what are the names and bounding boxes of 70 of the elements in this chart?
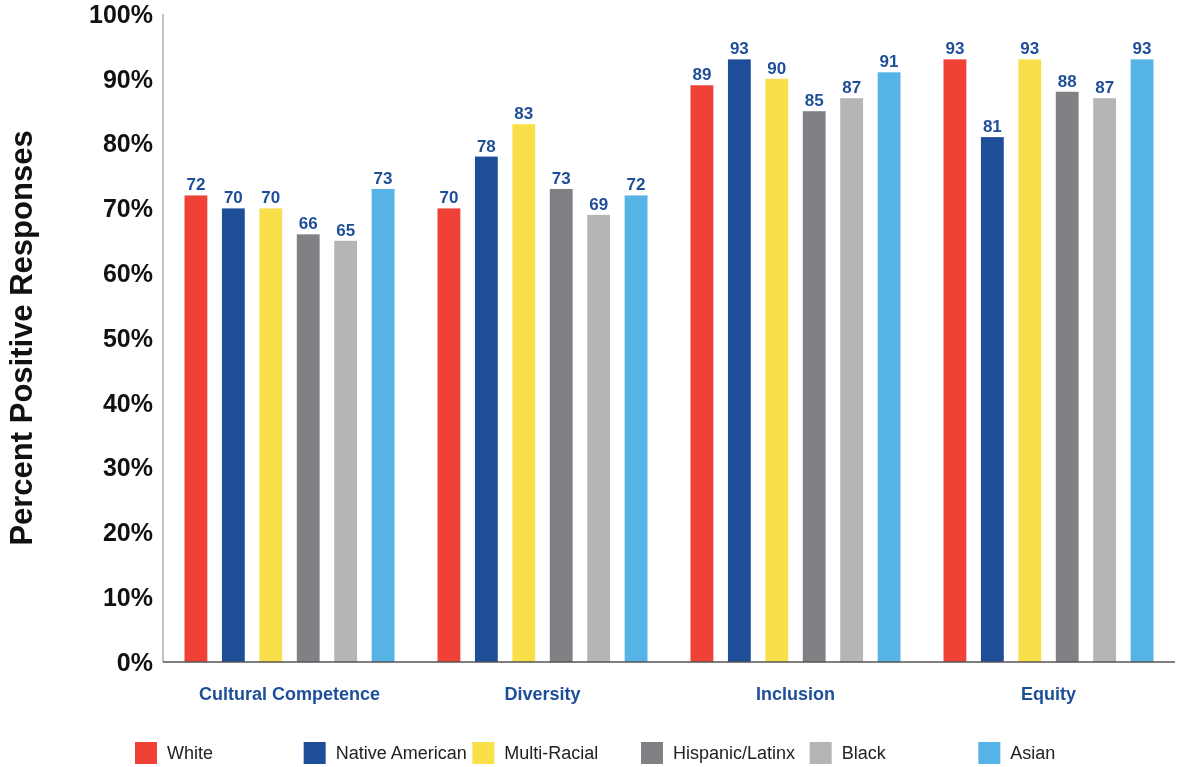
x-tick-label: Inclusion bbox=[755, 684, 836, 704]
bar bbox=[765, 78, 789, 662]
legend-label: Hispanic/Latinx bbox=[673, 743, 796, 764]
y-tick-label: 90% bbox=[102, 64, 153, 93]
bar bbox=[624, 195, 648, 662]
x-tick-label: Cultural Competence bbox=[198, 684, 381, 704]
y-tick-label: 70% bbox=[102, 194, 153, 223]
legend-label: Native American bbox=[335, 743, 467, 764]
data-label: 91 bbox=[879, 52, 899, 72]
data-label: 72 bbox=[626, 175, 646, 195]
bar bbox=[840, 98, 864, 662]
x-tick-label: Diversity bbox=[504, 684, 581, 704]
bar bbox=[184, 195, 208, 662]
data-label: 87 bbox=[1095, 78, 1115, 98]
bar bbox=[334, 240, 358, 662]
y-tick-label: 0% bbox=[116, 647, 153, 676]
y-axis-title: Percent Positive Responses bbox=[4, 130, 39, 546]
bar bbox=[1130, 59, 1154, 662]
y-tick-label: 80% bbox=[102, 129, 153, 158]
data-label: 78 bbox=[476, 136, 496, 156]
bar bbox=[1055, 91, 1079, 662]
data-label: 72 bbox=[186, 175, 206, 195]
data-label: 85 bbox=[804, 91, 824, 111]
bar bbox=[437, 208, 461, 662]
bar bbox=[1093, 98, 1117, 662]
data-label: 73 bbox=[551, 168, 571, 188]
y-tick-label: 100% bbox=[89, 0, 153, 28]
bar bbox=[587, 214, 611, 662]
data-label: 90 bbox=[767, 58, 787, 78]
data-label: 88 bbox=[1057, 71, 1077, 91]
bar bbox=[690, 85, 714, 662]
data-label: 70 bbox=[439, 188, 459, 208]
legend-label: White bbox=[167, 743, 214, 764]
y-tick-label: 10% bbox=[102, 582, 153, 611]
bar bbox=[1018, 59, 1042, 662]
bar bbox=[259, 208, 283, 662]
data-label: 93 bbox=[729, 39, 749, 59]
data-label: 65 bbox=[336, 220, 356, 240]
bar bbox=[371, 188, 395, 662]
y-tick-label: 60% bbox=[102, 258, 153, 287]
data-label: 66 bbox=[298, 214, 318, 234]
data-label: 89 bbox=[692, 65, 712, 85]
bar bbox=[802, 111, 826, 662]
data-label: 81 bbox=[982, 117, 1002, 137]
bar bbox=[727, 59, 751, 662]
legend-label: Black bbox=[841, 743, 887, 764]
y-tick-label: 40% bbox=[102, 388, 153, 417]
bar bbox=[549, 188, 573, 662]
y-tick-label: 20% bbox=[102, 518, 153, 547]
data-label: 83 bbox=[514, 104, 534, 124]
bar bbox=[474, 156, 498, 662]
data-label: 93 bbox=[1020, 39, 1040, 59]
data-label: 93 bbox=[945, 39, 965, 59]
data-label: 73 bbox=[373, 168, 393, 188]
y-tick-label: 50% bbox=[102, 323, 153, 352]
legend-label: Asian bbox=[1010, 743, 1056, 764]
data-label: 70 bbox=[223, 188, 243, 208]
data-label: 69 bbox=[589, 194, 609, 214]
bar bbox=[980, 137, 1004, 662]
bar bbox=[877, 72, 901, 662]
data-label: 70 bbox=[261, 188, 281, 208]
legend-label: Multi-Racial bbox=[504, 743, 599, 764]
bar bbox=[296, 234, 320, 662]
bar bbox=[221, 208, 245, 662]
x-tick-label: Equity bbox=[1020, 684, 1077, 704]
data-label: 93 bbox=[1132, 39, 1152, 59]
y-tick-label: 30% bbox=[102, 453, 153, 482]
bar bbox=[943, 59, 967, 662]
data-label: 87 bbox=[842, 78, 862, 98]
bar bbox=[512, 124, 536, 662]
